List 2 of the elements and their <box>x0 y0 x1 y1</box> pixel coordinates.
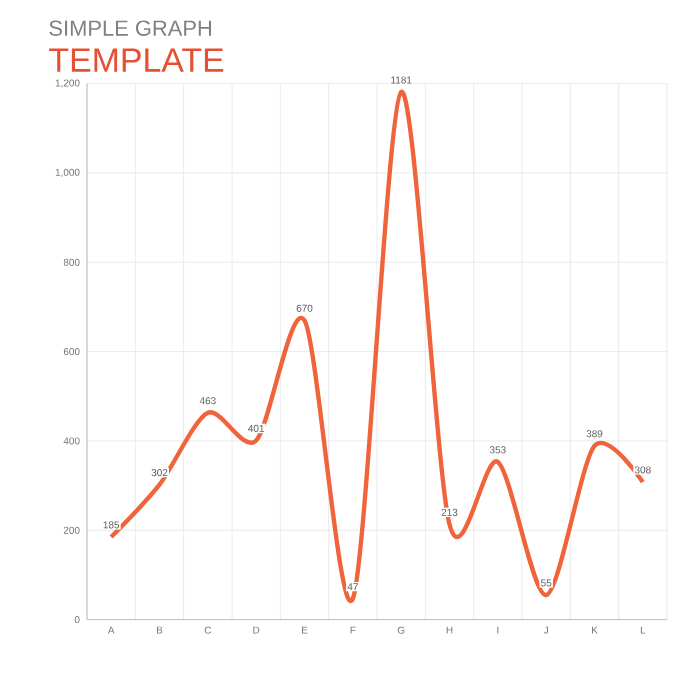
chart-title: SIMPLE GRAPH <box>49 20 212 36</box>
chart-subtitle: TEMPLATE <box>49 48 224 72</box>
